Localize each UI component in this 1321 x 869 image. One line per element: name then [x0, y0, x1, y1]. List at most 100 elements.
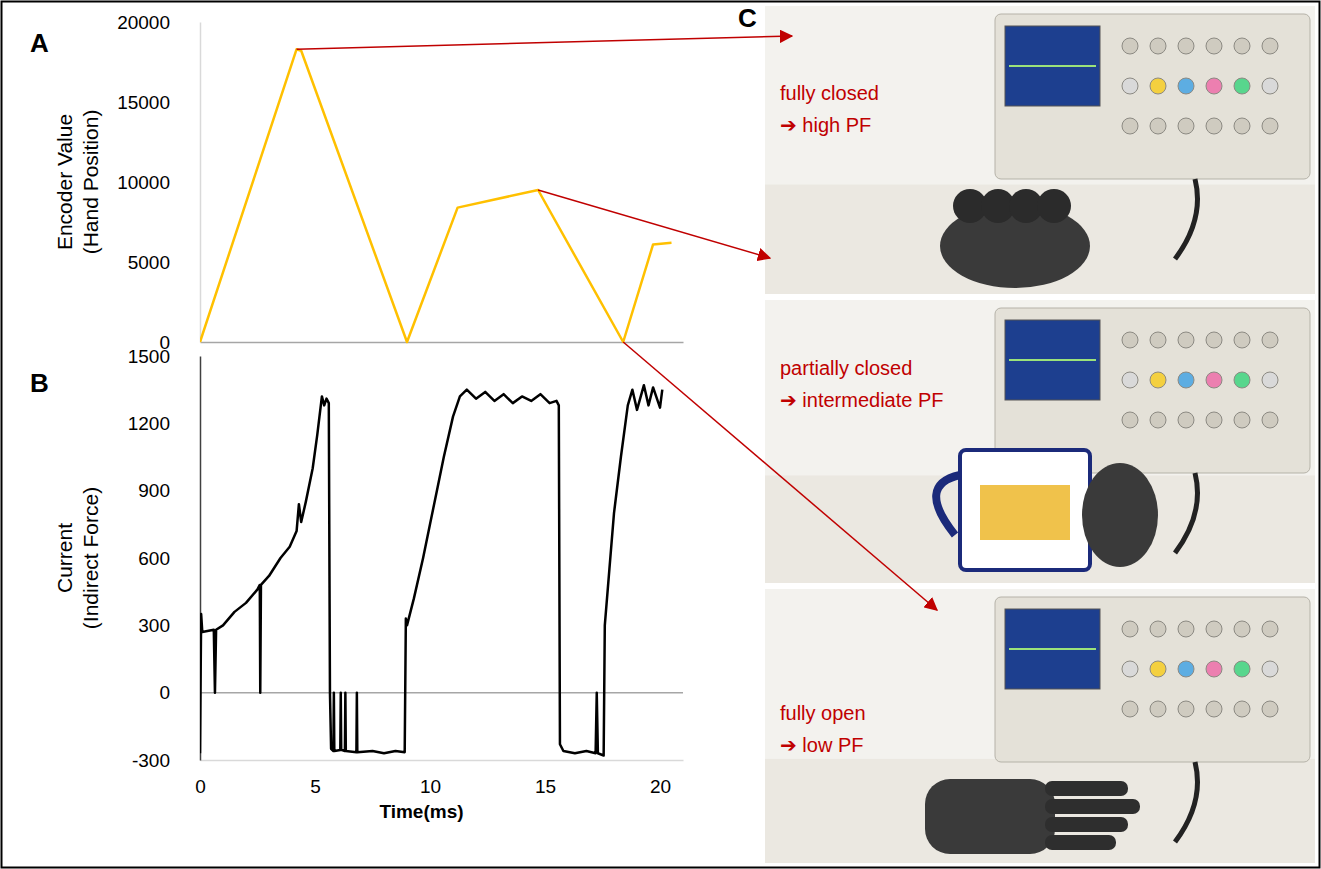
- tick: 5: [310, 760, 321, 797]
- cable: [1175, 473, 1198, 553]
- knob: [1206, 332, 1222, 348]
- knob: [1206, 412, 1222, 428]
- knob: [1150, 38, 1166, 54]
- chart-panel: 05000100001500020000Encoder Value(Hand P…: [53, 12, 684, 353]
- arrow: [538, 190, 770, 258]
- photo-background: [765, 300, 1315, 583]
- knob: [1206, 372, 1222, 388]
- knob: [1178, 332, 1194, 348]
- photo-caption: fully open: [780, 702, 866, 724]
- oscilloscope-screen: [1005, 320, 1100, 400]
- tick-label: 300: [138, 615, 170, 636]
- knob: [1122, 118, 1138, 134]
- tick-label: 15000: [117, 92, 170, 113]
- glove: [1037, 189, 1071, 223]
- knob: [1262, 38, 1278, 54]
- knob: [1234, 38, 1250, 54]
- x-axis-line: [201, 760, 684, 762]
- knob: [1122, 701, 1138, 717]
- tick: 300: [138, 615, 200, 636]
- tick: 900: [138, 480, 200, 501]
- photo-background: [765, 6, 1315, 294]
- knob: [1262, 78, 1278, 94]
- screen-trace: [1009, 65, 1096, 67]
- knob: [1206, 118, 1222, 134]
- x-axis-line: [201, 342, 684, 344]
- knob: [1122, 412, 1138, 428]
- photo-caption: fully closed: [780, 82, 879, 104]
- zero-line: [200, 692, 683, 694]
- photo: [765, 6, 1315, 294]
- knob: [1234, 332, 1250, 348]
- tick: 0: [159, 682, 200, 703]
- chart-panel: 05101520-300030060090012001500Current(In…: [53, 346, 684, 822]
- knob: [1150, 621, 1166, 637]
- tick: 5000: [128, 252, 200, 273]
- knob: [1150, 412, 1166, 428]
- glove: [1045, 781, 1128, 796]
- photo-caption: ➔ low PF: [780, 734, 863, 756]
- knob: [1150, 661, 1166, 677]
- tick: 10: [420, 760, 441, 797]
- tick: 20: [650, 760, 671, 797]
- glove: [925, 779, 1055, 854]
- oscilloscope: [995, 14, 1310, 179]
- tick: 15000: [117, 92, 200, 113]
- photo-table: [765, 759, 1315, 863]
- data-line: [200, 385, 662, 755]
- background: [0, 0, 1321, 869]
- knob: [1234, 78, 1250, 94]
- x-axis: [201, 342, 684, 343]
- y-axis-line: [200, 23, 202, 343]
- knob: [1178, 412, 1194, 428]
- arrow: [623, 342, 937, 610]
- panel-label: A: [30, 28, 49, 58]
- knob: [1262, 372, 1278, 388]
- tick-label: 20000: [117, 12, 170, 33]
- tick-label: 5: [310, 776, 321, 797]
- data-line: [200, 49, 672, 342]
- tick: -300: [132, 750, 200, 771]
- tick-label: 20: [650, 776, 671, 797]
- tick-label: 5000: [128, 252, 170, 273]
- knob: [1150, 78, 1166, 94]
- knob: [1206, 38, 1222, 54]
- tick-label: 10000: [117, 172, 170, 193]
- knob: [1234, 372, 1250, 388]
- tick: 600: [138, 548, 200, 569]
- knob: [1206, 78, 1222, 94]
- mug: [960, 450, 1090, 570]
- photo-caption: ➔ high PF: [780, 114, 871, 136]
- photo-background: [765, 589, 1315, 863]
- knob: [1262, 661, 1278, 677]
- knob: [1178, 38, 1194, 54]
- oscilloscope-screen: [1005, 26, 1100, 106]
- figure: 05000100001500020000Encoder Value(Hand P…: [0, 0, 1321, 869]
- plot-area: [200, 49, 672, 342]
- knob: [1122, 661, 1138, 677]
- screen-trace: [1009, 359, 1096, 361]
- photo-table: [765, 185, 1315, 294]
- tick-label: 10: [420, 776, 441, 797]
- tick-label: -300: [132, 750, 170, 771]
- glove: [1045, 835, 1116, 850]
- tick-label: 0: [159, 682, 170, 703]
- arrow: [297, 36, 792, 49]
- photo: [765, 300, 1315, 583]
- knob: [1234, 621, 1250, 637]
- tick-label: 0: [195, 776, 206, 797]
- knob: [1234, 661, 1250, 677]
- knob: [1122, 38, 1138, 54]
- knob: [1262, 332, 1278, 348]
- tick-label: 1200: [128, 413, 170, 434]
- knob: [1206, 621, 1222, 637]
- tick: 0: [195, 760, 206, 797]
- knob: [1150, 372, 1166, 388]
- y-axis-title: Current(Indirect Force): [53, 487, 102, 629]
- knob: [1234, 701, 1250, 717]
- photo-caption: ➔ intermediate PF: [780, 389, 944, 411]
- knob: [1150, 701, 1166, 717]
- tick-label: 900: [138, 480, 170, 501]
- cable: [1175, 179, 1198, 259]
- y-axis: 05000100001500020000: [117, 12, 200, 353]
